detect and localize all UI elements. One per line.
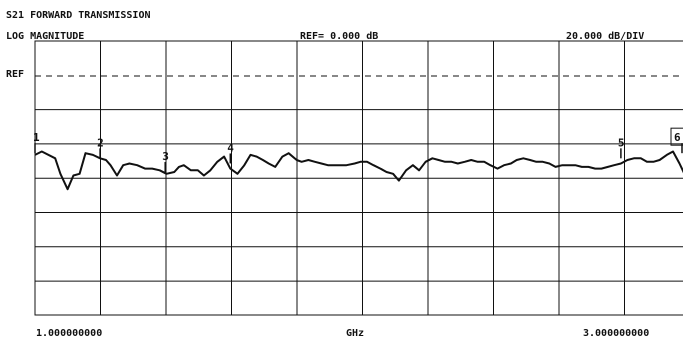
ref-line-label: REF	[6, 69, 25, 80]
chart-title: S21 FORWARD TRANSMISSION	[6, 10, 151, 21]
markers-group: 1 2 3 4 5 6	[33, 127, 683, 173]
trace-group	[34, 150, 683, 191]
grid	[35, 41, 683, 315]
reference-readout: REF= 0.000 dB	[300, 31, 379, 42]
marker-4-label: 4	[227, 141, 234, 154]
scale-readout: 20.000 dB/DIV	[566, 31, 645, 42]
marker-6-label: 6	[674, 131, 681, 144]
marker-3-label: 3	[162, 150, 169, 163]
marker-2-label: 2	[97, 136, 104, 149]
format-label: LOG MAGNITUDE	[6, 31, 85, 42]
trace-line	[34, 150, 683, 191]
x-start-label: 1.000000000	[36, 328, 103, 339]
x-unit-label: GHz	[346, 328, 365, 339]
marker-5-label: 5	[618, 136, 625, 149]
x-stop-label: 3.000000000	[583, 328, 650, 339]
marker-1-label: 1	[33, 131, 40, 144]
marker-6-box	[670, 127, 683, 146]
